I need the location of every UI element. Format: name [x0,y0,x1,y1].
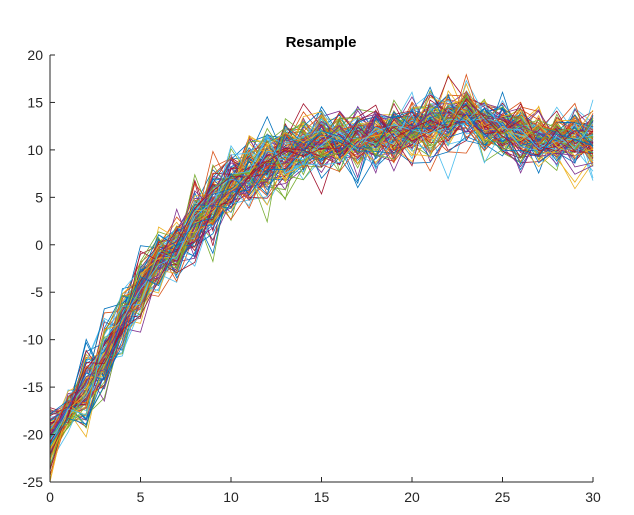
x-tick-label: 30 [585,489,601,505]
series-line [49,111,594,444]
series-line [49,99,594,437]
x-tick-label: 5 [137,489,145,505]
series-line [49,104,594,458]
y-tick-label: -25 [23,474,43,490]
y-tick-label: -15 [23,379,43,395]
series-line [49,108,594,442]
x-axis-ticks: 0 5 10 15 20 25 30 [46,477,601,505]
series-line [49,114,594,431]
x-tick-label: 20 [404,489,420,505]
x-tick-label: 0 [46,489,54,505]
series-line [49,93,594,420]
y-tick-label: -20 [23,427,43,443]
series-line [49,98,594,455]
y-tick-label: 0 [35,237,43,253]
x-tick-label: 10 [223,489,239,505]
y-tick-label: -10 [23,332,43,348]
series-line [49,116,594,420]
y-tick-label: 15 [27,94,43,110]
series-line [49,99,594,436]
y-tick-label: 10 [27,142,43,158]
series-line [49,109,594,437]
x-tick-label: 25 [495,489,511,505]
y-tick-label: 5 [35,189,43,205]
y-tick-label: 20 [27,47,43,63]
y-axis-ticks: 20 15 10 5 0 -5 -10 -15 -20 -25 [23,47,55,490]
series-line [49,96,594,437]
series-line [49,114,594,417]
x-tick-label: 15 [314,489,330,505]
series-line [49,82,594,481]
series-line [49,97,594,440]
series-lines [49,73,594,483]
series-line [49,86,594,446]
series-line [49,103,594,447]
chart-title: Resample [286,34,357,51]
y-tick-label: -5 [31,284,44,300]
